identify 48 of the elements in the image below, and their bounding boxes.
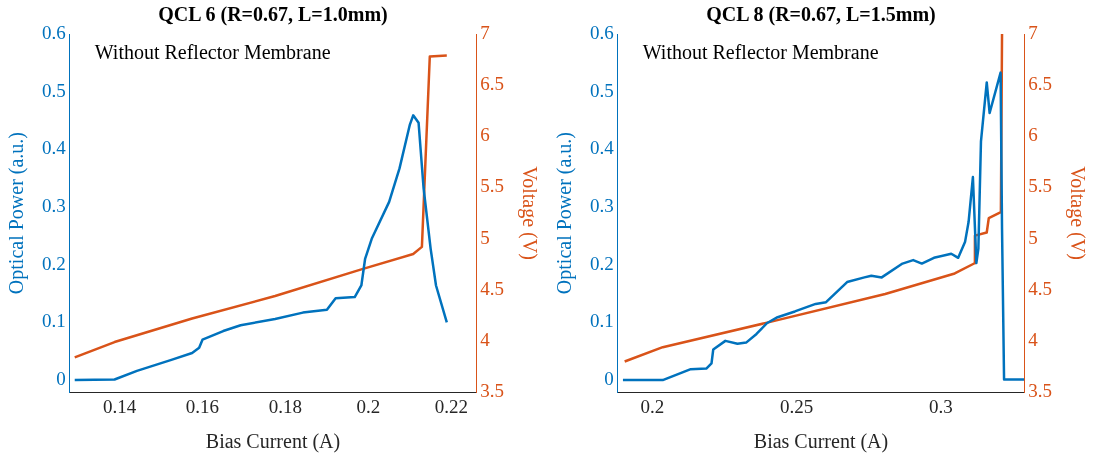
y-axis-title: Optical Power (a.u.) [553, 132, 577, 295]
y2-tick-label: 6.5 [1028, 73, 1052, 95]
y-tick-label: 0.6 [590, 21, 614, 43]
y2-tick-label: 3.5 [1028, 380, 1052, 402]
y-tick-label: 0.5 [590, 79, 614, 101]
x-axis-title: Bias Current (A) [753, 430, 889, 454]
y2-tick-label: 5 [1028, 226, 1038, 248]
y-tick-label: 0.2 [42, 252, 66, 274]
y-tick-label: 0 [56, 368, 66, 390]
x-axis-title: Bias Current (A) [205, 430, 341, 454]
y-tick-label: 0.1 [42, 310, 66, 332]
y-tick-label: 0.4 [590, 137, 615, 159]
y2-tick-label: 4.5 [480, 277, 504, 299]
y2-tick-label: 4.5 [1028, 277, 1052, 299]
y-tick-label: 0.6 [42, 21, 66, 43]
x-tick-label: 0.22 [434, 395, 468, 417]
x-tick-label: 0.25 [780, 395, 814, 417]
y2-tick-label: 4 [480, 329, 491, 351]
y-tick-label: 0.4 [42, 137, 67, 159]
x-tick-label: 0.2 [640, 395, 665, 417]
y2-tick-label: 6 [1028, 124, 1038, 146]
annotation: Without Reflector Membrane [94, 41, 331, 64]
x-tick-label: 0.3 [929, 395, 953, 417]
y2-tick-label: 3.5 [480, 380, 504, 402]
x-tick-label: 0.18 [268, 395, 303, 417]
y2-tick-label: 5.5 [480, 175, 504, 197]
y-tick-label: 0.3 [590, 195, 614, 217]
y2-tick-label: 6 [480, 124, 490, 146]
chart-title: QCL 6 (R=0.67, L=1.0mm) [158, 3, 388, 27]
x-tick-label: 0.2 [356, 395, 381, 417]
y-tick-label: 0.5 [42, 79, 66, 101]
y2-tick-label: 7 [1028, 21, 1038, 43]
y2-tick-label: 5 [480, 226, 490, 248]
y-tick-label: 0.2 [590, 252, 614, 274]
y2-tick-label: 4 [1028, 329, 1039, 351]
chart-title: QCL 8 (R=0.67, L=1.5mm) [706, 3, 936, 27]
annotation: Without Reflector Membrane [642, 41, 879, 64]
x-tick-label: 0.14 [102, 395, 137, 417]
y2-tick-label: 6.5 [480, 73, 504, 95]
y-tick-label: 0 [604, 368, 614, 390]
x-tick-label: 0.16 [185, 395, 220, 417]
y2-axis-title: Voltage (V) [1065, 166, 1089, 260]
y2-tick-label: 7 [480, 21, 490, 43]
y-tick-label: 0.1 [590, 310, 614, 332]
y-axis-title: Optical Power (a.u.) [5, 132, 29, 295]
y2-tick-label: 5.5 [1028, 175, 1052, 197]
y2-axis-title: Voltage (V) [517, 166, 541, 260]
y-tick-label: 0.3 [42, 195, 66, 217]
